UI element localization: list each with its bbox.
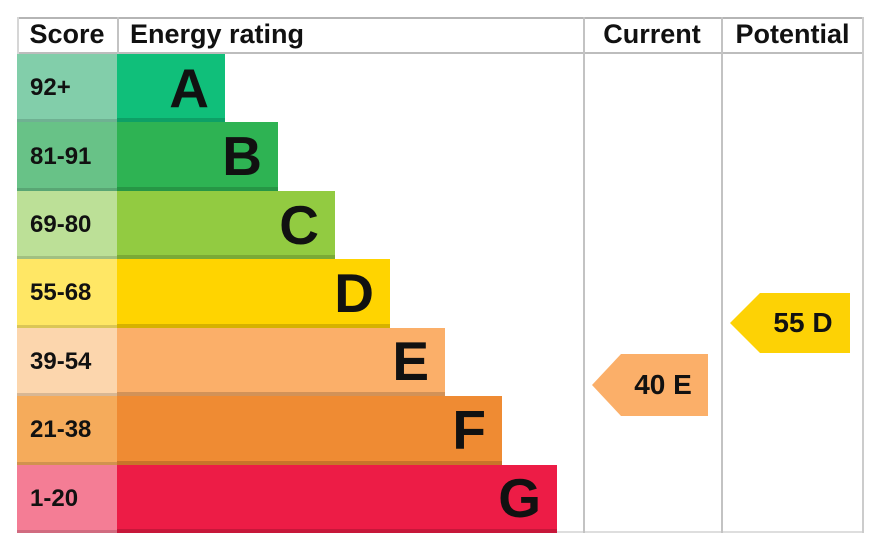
header-potential: Potential bbox=[735, 19, 850, 49]
potential-rating-arrow: 55 D bbox=[730, 293, 850, 353]
band-letter: C bbox=[279, 193, 319, 256]
band-row-a: 92+ A bbox=[17, 54, 864, 123]
band-letter: G bbox=[498, 467, 541, 530]
band-bar: E bbox=[117, 327, 445, 397]
band-letter: D bbox=[334, 261, 374, 324]
band-letter: A bbox=[169, 56, 209, 119]
header-energy-rating: Energy rating bbox=[130, 19, 305, 49]
header-bottom-border bbox=[17, 52, 864, 54]
band-score-label: 55-68 bbox=[17, 259, 117, 328]
band-row-e: 39-54 E bbox=[17, 327, 864, 397]
column-divider-current-potential bbox=[721, 17, 723, 533]
band-score-label: 39-54 bbox=[17, 327, 117, 397]
band-score-label: 21-38 bbox=[17, 396, 117, 465]
band-score-label: 69-80 bbox=[17, 190, 117, 260]
band-row-g: 1-20 G bbox=[17, 464, 864, 533]
band-letter: B bbox=[222, 125, 262, 188]
header-score: Score bbox=[29, 19, 105, 49]
band-bar: G bbox=[117, 464, 557, 533]
band-row-d: 55-68 D bbox=[17, 259, 864, 328]
chart-table: Score Energy rating Current Potential 92… bbox=[17, 17, 864, 533]
band-row-f: 21-38 F bbox=[17, 396, 864, 465]
band-rows: 92+ A 81-91 B 69-80 C 55-68 D 39-54 E 21… bbox=[17, 54, 864, 533]
table-right-border bbox=[862, 17, 864, 533]
column-divider-energy-current bbox=[583, 17, 585, 533]
band-row-b: 81-91 B bbox=[17, 122, 864, 191]
band-bar: C bbox=[117, 190, 335, 260]
band-bar: B bbox=[117, 122, 278, 191]
table-top-border bbox=[17, 17, 864, 19]
band-bar: F bbox=[117, 396, 502, 465]
band-bar: D bbox=[117, 259, 390, 328]
band-letter: E bbox=[392, 330, 429, 393]
band-score-label: 1-20 bbox=[17, 464, 117, 533]
band-letter: F bbox=[452, 398, 486, 461]
band-bar: A bbox=[117, 54, 225, 123]
band-score-label: 81-91 bbox=[17, 122, 117, 191]
header-current: Current bbox=[603, 19, 701, 49]
band-row-c: 69-80 C bbox=[17, 190, 864, 260]
band-score-label: 92+ bbox=[17, 54, 117, 123]
